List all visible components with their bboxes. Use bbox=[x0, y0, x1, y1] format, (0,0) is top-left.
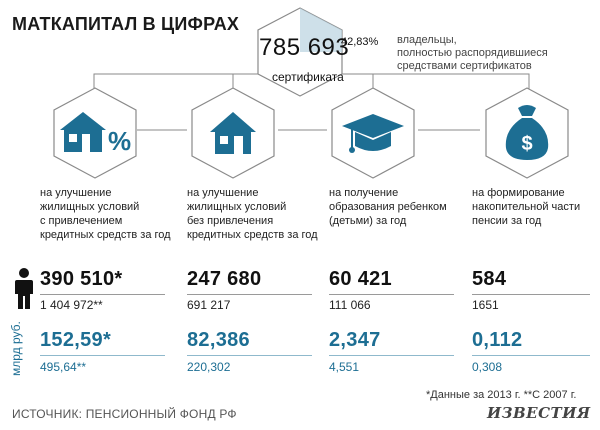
divider bbox=[472, 355, 590, 356]
category-3-hexagon bbox=[328, 86, 418, 180]
divider bbox=[329, 355, 454, 356]
category-4-amount-total: 0,308 bbox=[472, 360, 503, 374]
divider bbox=[187, 355, 312, 356]
divider bbox=[472, 294, 590, 295]
category-2-hexagon bbox=[188, 86, 278, 180]
graduation-cap-icon bbox=[342, 114, 404, 153]
divider bbox=[329, 294, 454, 295]
source-text: ИСТОЧНИК: ПЕНСИОННЫЙ ФОНД РФ bbox=[12, 407, 237, 421]
category-4-text: на формирование накопительной части пенс… bbox=[472, 187, 581, 227]
unit-label: млрд руб. bbox=[9, 321, 23, 376]
category-1-hexagon: % bbox=[50, 86, 140, 180]
house-icon bbox=[210, 112, 256, 154]
total-hexagon bbox=[254, 6, 346, 98]
category-4-amount: 0,112 bbox=[472, 329, 523, 351]
publisher-logo: ИЗВЕСТИЯ bbox=[487, 404, 591, 422]
category-3-amount-total: 4,551 bbox=[329, 360, 360, 374]
category-3-count-total: 111 066 bbox=[329, 298, 371, 312]
category-1-amount: 152,59* bbox=[40, 329, 112, 351]
category-4-hexagon: $ bbox=[482, 86, 572, 180]
category-3-text: на получение образования ребенком (детьм… bbox=[329, 187, 447, 227]
category-2-amount-total: 220,302 bbox=[187, 360, 231, 374]
infographic-title: МАТКАПИТАЛ В ЦИФРАХ bbox=[12, 14, 240, 34]
footnote: *Данные за 2013 г. **С 2007 г. bbox=[426, 389, 577, 401]
unit-label-wrap: млрд руб. bbox=[9, 321, 23, 430]
category-2-text: на улучшение жилищных условий без привле… bbox=[187, 187, 318, 241]
percent-value: 42,83% bbox=[341, 36, 379, 48]
house-percent-icon: % bbox=[60, 112, 131, 156]
category-1-amount-total: 495,64** bbox=[40, 360, 87, 374]
category-3-amount: 2,347 bbox=[329, 329, 381, 351]
person-icon bbox=[15, 268, 33, 309]
category-2-count-total: 691 217 bbox=[187, 298, 231, 312]
divider bbox=[187, 294, 312, 295]
category-1-count: 390 510* bbox=[40, 268, 123, 290]
svg-text:$: $ bbox=[521, 133, 532, 155]
divider bbox=[40, 294, 165, 295]
total-certificates-value: 785 693 bbox=[259, 34, 350, 61]
percent-note: владельцы, полностью распорядившиеся сре… bbox=[397, 34, 548, 72]
total-certificates-label: сертификата bbox=[272, 70, 344, 84]
category-1-text: на улучшение жилищных условий с привлече… bbox=[40, 187, 171, 241]
category-3-count: 60 421 bbox=[329, 268, 392, 290]
divider bbox=[40, 355, 165, 356]
category-4-count-total: 1651 bbox=[472, 298, 499, 312]
category-2-amount: 82,386 bbox=[187, 329, 250, 351]
category-2-count: 247 680 bbox=[187, 268, 262, 290]
category-1-count-total: 1 404 972** bbox=[40, 298, 103, 312]
svg-text:%: % bbox=[108, 126, 131, 156]
category-4-count: 584 bbox=[472, 268, 507, 290]
money-bag-icon: $ bbox=[505, 105, 549, 160]
